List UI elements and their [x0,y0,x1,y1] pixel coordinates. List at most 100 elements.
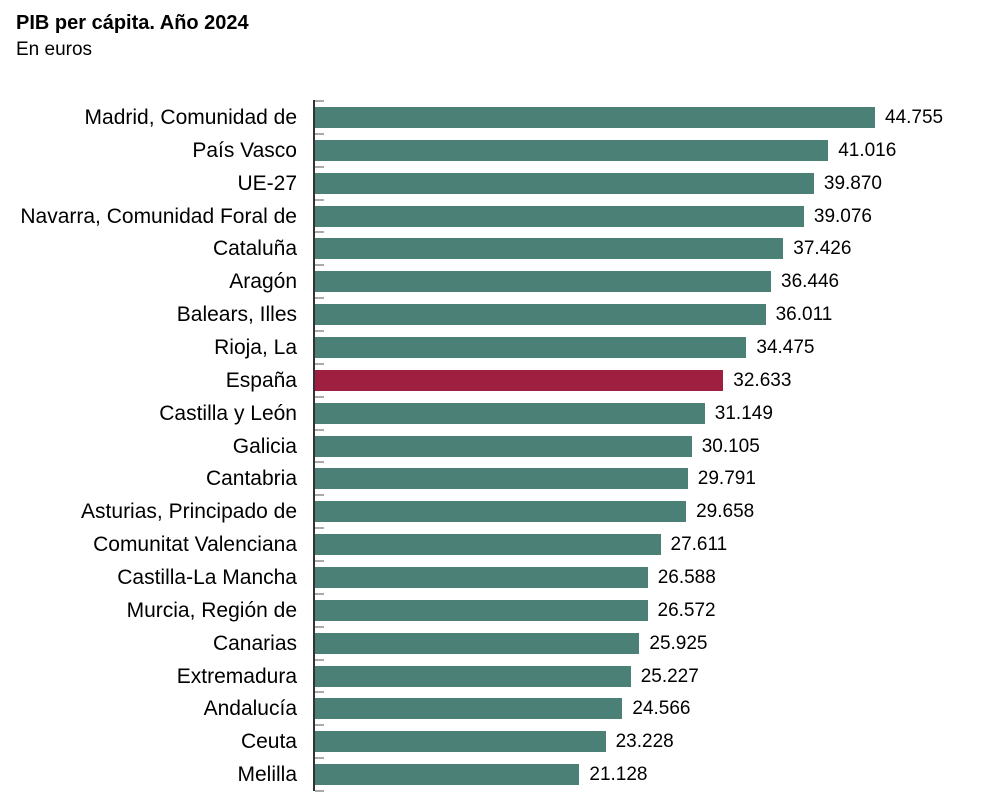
chart-subtitle: En euros [16,39,93,60]
axis-tick [315,658,324,661]
value-label: 39.870 [823,172,883,194]
value-label: 23.228 [615,731,674,753]
axis-tick [315,625,324,628]
axis-tick [315,428,324,431]
category-label: Melilla [237,763,297,787]
axis-tick [315,362,324,365]
bar[interactable] [315,402,705,424]
axis-tick [315,264,324,267]
axis-tick [315,461,324,464]
value-label: 26.572 [657,599,716,621]
axis-tick [315,494,324,497]
axis-tick [315,560,324,563]
bar[interactable] [315,336,747,358]
category-label: Extremadura [176,664,297,688]
category-label: Castilla y León [159,401,297,425]
bar-row: Castilla-La Mancha 26.588 [0,561,1002,594]
axis-tick [315,165,324,168]
bar[interactable] [315,304,766,326]
bar[interactable] [315,238,784,260]
bar[interactable] [315,764,580,786]
bar-row: Balears, Illes 36.011 [0,298,1002,331]
axis-tick [315,100,324,102]
value-label: 39.076 [813,205,873,227]
category-label: Cataluña [212,237,297,261]
axis-tick [315,757,324,760]
y-axis-line [313,100,315,791]
chart-header: PIB per cápita. Año 2024 En euros [16,10,249,63]
value-label: 26.588 [657,566,716,588]
value-label: 29.791 [697,468,756,490]
category-label: Galicia [232,434,297,458]
bar-row: Andalucía 24.566 [0,692,1002,725]
category-label: Andalucía [203,697,297,721]
bar-row: País Vasco 41.016 [0,134,1002,167]
bar[interactable] [315,205,804,227]
value-label: 21.128 [589,764,648,786]
value-label: 32.633 [733,369,792,391]
bar-row: Asturias, Principado de 29.658 [0,495,1002,528]
bar-row: Cataluña 37.426 [0,232,1002,265]
category-label: Navarra, Comunidad Foral de [20,204,297,228]
value-label: 36.011 [775,304,833,326]
bar-row: Murcia, Región de 26.572 [0,594,1002,627]
bar-row: Aragón 36.446 [0,265,1002,298]
category-label: Ceuta [240,730,297,754]
category-label: Madrid, Comunidad de [84,105,297,129]
category-label: Castilla-La Mancha [117,565,297,589]
value-label: 25.925 [649,632,708,654]
value-label: 41.016 [838,139,897,161]
bar[interactable] [315,468,688,490]
bar[interactable] [315,172,814,194]
bar-row: Comunitat Valenciana 27.611 [0,528,1002,561]
bar[interactable] [315,566,648,588]
bar[interactable] [315,106,875,128]
value-label: 27.611 [670,534,728,556]
category-label: Canarias [212,631,297,655]
axis-tick [315,330,324,333]
bar-row: Extremadura 25.227 [0,660,1002,693]
bar-row: Ceuta 23.228 [0,725,1002,758]
bar[interactable] [315,435,692,457]
bar-row: Madrid, Comunidad de 44.755 [0,101,1002,134]
value-label: 34.475 [756,336,815,358]
category-label: Cantabria [205,467,297,491]
bar-highlight[interactable] [315,369,724,391]
axis-tick [315,231,324,234]
category-label: Rioja, La [214,335,297,359]
value-label: 29.658 [696,501,755,523]
axis-tick [315,198,324,201]
bar-row: Cantabria 29.791 [0,462,1002,495]
bar-rows: Madrid, Comunidad de 44.755 País Vasco 41.0… [0,101,1002,791]
value-label: 44.755 [885,106,944,128]
axis-tick [315,527,324,530]
bar-row: Navarra, Comunidad Foral de 39.076 [0,200,1002,233]
value-label: 36.446 [781,271,840,293]
category-label: España [225,368,297,392]
bar[interactable] [315,139,829,161]
bar[interactable] [315,599,648,621]
value-label: 25.227 [640,665,699,687]
bar-row: Galicia 30.105 [0,430,1002,463]
bar[interactable] [315,501,687,523]
category-label: Aragón [229,270,297,294]
bar-chart: Madrid, Comunidad de 44.755 País Vasco 41.0… [0,100,1002,800]
bar-row: Melilla 21.128 [0,758,1002,791]
bar[interactable] [315,271,771,293]
axis-tick [315,790,324,793]
axis-tick [315,724,324,727]
category-label: Comunitat Valenciana [93,533,297,557]
category-label: País Vasco [192,138,297,162]
value-label: 30.105 [701,435,760,457]
bar[interactable] [315,731,606,753]
value-label: 31.149 [714,402,773,424]
bar[interactable] [315,698,623,720]
bar[interactable] [315,534,661,556]
bar[interactable] [315,632,640,654]
chart-title: PIB per cápita. Año 2024 [16,12,249,34]
axis-tick [315,297,324,300]
bar[interactable] [315,665,631,687]
category-label: UE-27 [237,171,297,195]
bar-row: Rioja, La 34.475 [0,331,1002,364]
category-label: Asturias, Principado de [81,500,297,524]
